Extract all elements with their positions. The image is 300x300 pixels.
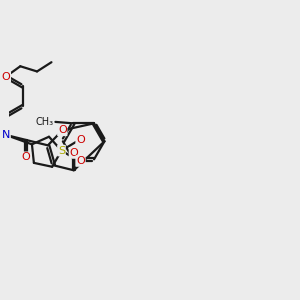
Text: N: N (2, 130, 10, 140)
Text: O: O (2, 72, 10, 82)
Text: CH₃: CH₃ (35, 117, 54, 127)
Text: O: O (76, 156, 85, 166)
Text: O: O (22, 152, 30, 162)
Text: O: O (76, 135, 85, 145)
Text: O: O (69, 148, 78, 158)
Text: S: S (58, 146, 65, 156)
Text: O: O (58, 125, 67, 135)
